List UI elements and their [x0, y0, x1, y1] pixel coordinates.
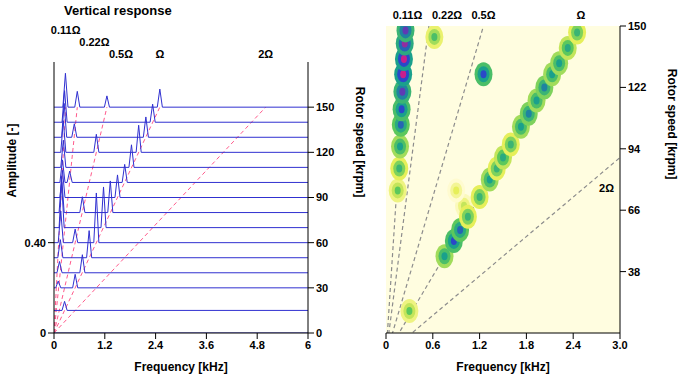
svg-text:0: 0	[383, 339, 389, 351]
svg-text:1.8: 1.8	[519, 339, 534, 351]
svg-text:150: 150	[628, 20, 646, 32]
svg-text:150: 150	[316, 101, 334, 113]
svg-text:Ω: Ω	[577, 9, 586, 21]
svg-text:Rotor speed [krpm]: Rotor speed [krpm]	[665, 69, 679, 180]
svg-text:0.22Ω: 0.22Ω	[79, 36, 109, 48]
svg-text:Frequency [kHz]: Frequency [kHz]	[456, 360, 549, 374]
svg-text:30: 30	[316, 282, 328, 294]
svg-text:0.11Ω: 0.11Ω	[393, 9, 423, 21]
svg-text:2Ω: 2Ω	[258, 48, 273, 60]
svg-text:66: 66	[628, 204, 640, 216]
svg-text:6: 6	[305, 339, 311, 351]
svg-text:0.6: 0.6	[425, 339, 440, 351]
svg-text:120: 120	[316, 146, 334, 158]
svg-text:94: 94	[628, 143, 641, 155]
svg-text:90: 90	[316, 191, 328, 203]
svg-text:2.4: 2.4	[566, 339, 582, 351]
svg-text:60: 60	[316, 237, 328, 249]
svg-text:0.11Ω: 0.11Ω	[51, 24, 81, 36]
svg-text:4.8: 4.8	[250, 339, 265, 351]
svg-text:3.0: 3.0	[612, 339, 627, 351]
svg-text:Amplitude [-]: Amplitude [-]	[5, 124, 19, 198]
svg-text:0.5Ω: 0.5Ω	[471, 9, 495, 21]
svg-text:2Ω: 2Ω	[599, 182, 614, 194]
svg-text:2.4: 2.4	[148, 339, 164, 351]
svg-text:38: 38	[628, 266, 640, 278]
svg-text:122: 122	[628, 81, 646, 93]
svg-text:0: 0	[316, 327, 322, 339]
svg-text:1.2: 1.2	[97, 339, 112, 351]
svg-text:0.22Ω: 0.22Ω	[432, 9, 462, 21]
svg-text:0: 0	[51, 339, 57, 351]
svg-text:Rotor speed [krpm]: Rotor speed [krpm]	[353, 87, 367, 198]
html-text:Vertical response: Vertical response	[64, 3, 172, 18]
svg-text:0.5Ω: 0.5Ω	[109, 48, 133, 60]
svg-text:Frequency [kHz]: Frequency [kHz]	[134, 360, 227, 374]
svg-text:1.2: 1.2	[472, 339, 487, 351]
svg-text:0: 0	[40, 327, 46, 339]
svg-text:0.40: 0.40	[25, 237, 46, 249]
svg-text:Ω: Ω	[155, 48, 164, 60]
svg-text:3.6: 3.6	[199, 339, 214, 351]
